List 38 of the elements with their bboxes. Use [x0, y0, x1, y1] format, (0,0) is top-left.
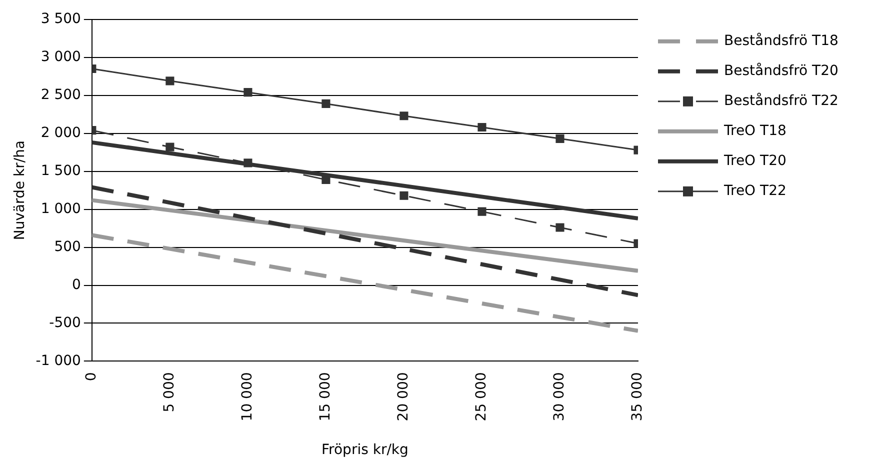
y-tick-label: 3 000 [40, 49, 81, 66]
legend-label: TreO T20 [723, 153, 786, 170]
y-axis-title: Nuvärde kr/ha [12, 140, 28, 240]
y-tick-label: 500 [54, 238, 81, 255]
legend-label: Beståndsfrö T20 [724, 62, 838, 80]
x-tick-label: 15 000 [318, 372, 334, 422]
x-tick-label: 25 000 [474, 372, 490, 422]
point [322, 175, 330, 184]
point [478, 207, 486, 216]
y-tick-label: 2 500 [40, 87, 81, 103]
point [166, 142, 174, 152]
point [400, 112, 408, 120]
point [244, 88, 252, 97]
x-axis-title: Fröpris kr/kg [322, 442, 408, 458]
y-tick-label: 1 500 [40, 162, 81, 179]
point [556, 134, 564, 143]
x-tick-label: 35 000 [630, 372, 646, 422]
legend-label: Beståndsfrö T18 [724, 32, 838, 50]
point [400, 191, 408, 200]
y-tick-label: 1 000 [40, 200, 81, 217]
y-tick-label: 3 500 [40, 11, 81, 28]
point [556, 223, 564, 232]
point [166, 76, 174, 86]
point [322, 99, 330, 108]
x-tick-label: 20 000 [396, 372, 412, 422]
y-tick-label: 0 [72, 276, 81, 293]
x-tick-label: 10 000 [240, 372, 256, 422]
y-tick-label: -1 000 [36, 352, 81, 369]
x-tick-label: 5 000 [162, 372, 178, 412]
point [478, 122, 486, 132]
point [244, 158, 252, 168]
y-tick-label: -500 [49, 314, 81, 331]
legend-label: Beståndsfrö T22 [724, 92, 838, 110]
legend-label: TreO T18 [723, 123, 786, 140]
x-tick-label: 0 [84, 372, 100, 382]
y-tick-label: 2 000 [40, 124, 81, 141]
x-tick-label: 30 000 [552, 372, 568, 422]
legend-label: TreO T22 [723, 183, 786, 200]
